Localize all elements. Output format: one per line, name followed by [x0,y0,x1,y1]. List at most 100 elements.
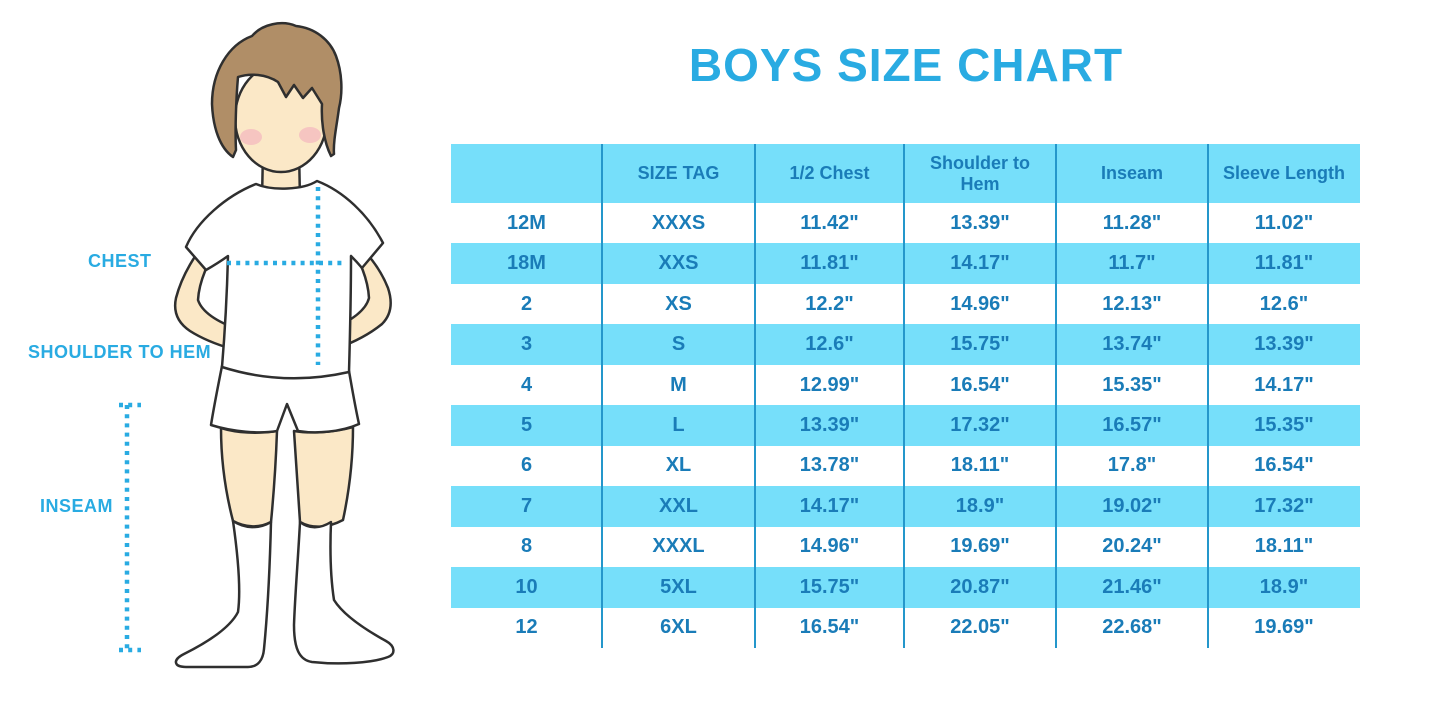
table-cell: 14.17" [799,494,860,517]
table-cell: 11.42" [800,211,859,234]
table-cell: 12.6" [1259,292,1309,315]
hair-shape [210,22,343,159]
boy-illustration [119,22,395,669]
table-cell: XL [665,454,692,477]
table-cell: 12.6" [805,333,854,356]
table-cell: 18.11" [950,454,1010,477]
table-cell: 16.57" [1102,413,1162,436]
header-cell [451,144,602,203]
table-cell: 11.7" [1108,252,1156,275]
left-leg-shape [219,426,279,528]
table-row: 3 S 12.6" 15.75" 13.74" 13.39" [451,324,1360,365]
table-row: 5 L 13.39" 17.32" 16.57" 15.35" [451,405,1360,446]
page-title: BOYS SIZE CHART [688,39,1124,91]
table-cell: 11.02" [1254,211,1314,234]
column-divider [903,144,905,648]
left-arm-shape [173,236,242,351]
right-cheek [299,127,321,143]
header-cell: SIZE TAG [637,163,720,184]
left-cheek [240,129,262,145]
table-cell: 22.68" [1102,616,1162,639]
table-row: 10 5XL 15.75" 20.87" 21.46" 18.9" [451,567,1360,608]
table-cell: 18M [507,252,546,275]
table-cell: 13.39" [950,211,1010,234]
column-divider [1055,144,1057,648]
table-cell: 12.2" [805,292,854,315]
table-row: 4 M 12.99" 16.54" 15.35" 14.17" [451,365,1360,405]
table-cell: 12.99" [799,373,860,396]
table-cell: 16.54" [799,616,860,639]
table-row: 18M XXS 11.81" 14.17" 11.7" 11.81" [451,243,1360,284]
header-cell: Sleeve Length [1222,163,1346,184]
table-cell: 10 [515,575,538,598]
table-cell: 4 [520,373,533,396]
table-cell: 17.32" [1254,494,1314,517]
table-cell: 12.13" [1102,292,1162,315]
table-cell: 14.96" [950,292,1010,315]
table-cell: XXXS [651,211,706,234]
table-cell: 11.81" [800,252,859,275]
table-cell: 13.39" [799,413,860,436]
table-cell: 13.78" [799,454,860,477]
table-cell: 18.9" [1259,575,1309,598]
table-cell: 6XL [660,616,697,639]
table-cell: 11.81" [1254,252,1314,275]
tshirt-shape [184,179,385,380]
table-cell: 8 [520,535,533,558]
table-cell: 12 [515,616,538,639]
column-divider [1207,144,1209,648]
table-cell: 15.75" [799,575,860,598]
table-cell: XXL [659,494,698,517]
table-cell: XXXL [652,535,705,558]
shoulder-to-hem-label: SHOULDER TO HEM [28,342,212,362]
table-cell: 19.69" [1254,616,1314,639]
table-cell: 14.17" [1254,373,1314,396]
inseam-measure-line [119,402,141,653]
table-cell: 19.69" [950,535,1010,558]
table-cell: 15.75" [950,333,1010,356]
table-cell: L [672,413,685,436]
table-cell: 6 [520,454,533,477]
table-cell: 17.32" [950,413,1010,436]
table-row: 8 XXXL 14.96" 19.69" 20.24" 18.11" [451,527,1360,567]
table-cell: XS [665,292,692,315]
header-cell: Shoulder to Hem [930,152,1030,194]
table-cell: 13.39" [1254,333,1314,356]
table-cell: 2 [520,292,533,315]
table-cell: 11.28" [1102,211,1162,234]
table-cell: 19.02" [1102,494,1162,517]
column-divider [754,144,756,648]
table-cell: 16.54" [950,373,1010,396]
column-divider [601,144,603,648]
table-row: 2 XS 12.2" 14.96" 12.13" 12.6" [451,284,1360,324]
table-cell: XXS [658,252,699,275]
left-sock-shape [174,519,273,669]
table-row: 12M XXXS 11.42" 13.39" 11.28" 11.02" [451,203,1360,243]
chest-label: CHEST [88,251,152,271]
table-cell: 18.9" [955,494,1005,517]
table-cell: 17.8" [1107,454,1157,477]
right-leg-shape [292,425,355,528]
table-row: 7 XXL 14.17" 18.9" 19.02" 17.32" [451,486,1360,527]
right-arm-shape [328,239,392,350]
table-cell: 13.74" [1102,333,1162,356]
table-row: 12 6XL 16.54" 22.05" 22.68" 19.69" [451,608,1360,648]
table-cell: 7 [520,494,533,517]
table-cell: 12M [507,211,546,234]
table-header-row: SIZE TAG 1/2 Chest Shoulder to Hem Inseam Sl… [451,144,1360,203]
table-cell: 15.35" [1102,373,1162,396]
table-cell: 18.11" [1254,535,1314,558]
table-row: 6 XL 13.78" 18.11" 17.8" 16.54" [451,446,1360,486]
header-cell: Inseam [1100,163,1164,184]
right-sock-shape [292,520,395,665]
table-cell: 14.96" [799,535,860,558]
size-table: SIZE TAG 1/2 Chest Shoulder to Hem Inseam Sl… [451,144,1360,648]
table-cell: 5XL [660,575,697,598]
table-cell: S [671,333,686,356]
inseam-label: INSEAM [40,496,114,516]
header-cell: 1/2 Chest [789,163,870,184]
table-cell: 20.87" [950,575,1010,598]
table-cell: 21.46" [1102,575,1162,598]
table-cell: 16.54" [1254,454,1314,477]
